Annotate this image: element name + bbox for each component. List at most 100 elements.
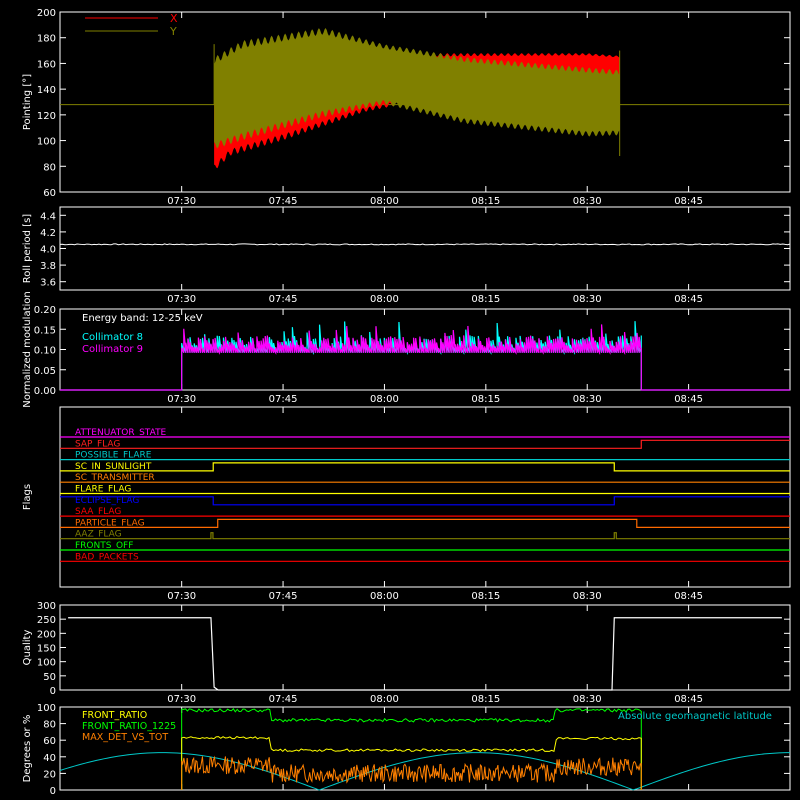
flag-label: SAP_FLAG [75, 439, 120, 449]
panel-ratios-frame [59, 706, 791, 791]
x-tick-label: 08:00 [370, 694, 399, 705]
y-axis-label: Normalized modulation [22, 291, 33, 408]
flag-particle-flag [60, 518, 790, 528]
flag-label: AAZ_FLAG [75, 530, 122, 540]
y-tick-label: 60 [43, 736, 56, 747]
panel-modulation: 07:30 07:45 08:00 08:15 08:30 08:45 Normalized… [22, 291, 791, 408]
y-tick-label: 40 [43, 753, 56, 764]
flag-label: FRONTS_OFF [75, 541, 133, 551]
y-tick-label: 100 [37, 658, 56, 669]
y-tick-label: 3.6 [40, 278, 56, 289]
x-tick-label: 08:45 [674, 394, 703, 405]
x-tick-label: 07:45 [269, 591, 298, 602]
y-tick-label: 60 [43, 188, 56, 199]
y-tick-label: 150 [37, 644, 56, 655]
x-tick-label: 08:30 [573, 394, 602, 405]
flag-label: SAA_FLAG [75, 507, 121, 517]
legend-label: Y [169, 25, 177, 38]
flag-label: ECLIPSE_FLAG [75, 496, 139, 506]
y-tick-label: 3.8 [40, 261, 56, 272]
panel-ratios: Degrees or % 0 20 40 60 80 100 FRONT_RATIOFRONT… [22, 703, 791, 797]
y-axis-label: Quality [22, 630, 33, 666]
y-tick-label: 0.10 [34, 346, 56, 357]
x-tick-label: 07:30 [167, 196, 196, 207]
x-tick-label: 08:45 [674, 591, 703, 602]
legend-label: MAX_DET_VS_TOT [82, 732, 168, 743]
panel-flags: 07:30 07:45 08:00 08:15 08:30 08:45 Flags ATTEN… [22, 406, 791, 602]
series-max-det-vs-tot [181, 755, 642, 790]
y-tick-label: 0.00 [34, 386, 56, 397]
x-tick-label: 07:30 [167, 694, 196, 705]
panel-roll-frame [59, 206, 791, 291]
y-tick-label: 0.05 [34, 366, 56, 377]
x-tick-label: 07:30 [167, 294, 196, 305]
panel-pointing-frame [59, 11, 791, 193]
y-axis-label: Pointing [°] [22, 74, 33, 130]
geomagnetic-latitude-label: Absolute geomagnetic latitude [618, 711, 772, 722]
y-axis-label: Roll period [s] [22, 214, 33, 283]
x-tick-label: 08:45 [674, 694, 703, 705]
flag-label: POSSIBLE_FLARE [75, 451, 152, 461]
y-tick-label: 4.0 [40, 245, 56, 256]
y-tick-label: 300 [37, 601, 56, 612]
x-tick-label: 07:45 [269, 196, 298, 207]
legend-label: X [170, 12, 178, 25]
legend-label: Collimator 9 [82, 344, 143, 355]
y-tick-label: 0 [50, 686, 56, 697]
y-tick-label: 4.4 [40, 211, 56, 222]
y-tick-label: 200 [37, 8, 56, 19]
y-tick-label: 0.20 [34, 305, 56, 316]
series-collimator-9 [60, 324, 790, 391]
x-tick-label: 08:15 [471, 591, 500, 602]
x-tick-label: 08:00 [370, 294, 399, 305]
x-tick-label: 08:00 [370, 196, 399, 207]
x-tick-label: 08:15 [471, 294, 500, 305]
y-tick-label: 250 [37, 615, 56, 626]
energy-band-label: Energy band: 12-25 keV [82, 313, 203, 324]
x-tick-label: 07:45 [269, 694, 298, 705]
y-tick-label: 180 [37, 34, 56, 45]
flag-label: SC_TRANSMITTER [75, 473, 155, 483]
y-tick-label: 100 [37, 137, 56, 148]
x-tick-label: 07:30 [167, 591, 196, 602]
flag-label: PARTICLE_FLAG [75, 518, 145, 528]
x-tick-label: 08:30 [573, 196, 602, 207]
y-tick-label: 80 [43, 162, 56, 173]
y-tick-label: 100 [37, 703, 56, 714]
roll-period-line [59, 243, 791, 246]
y-tick-label: 200 [37, 629, 56, 640]
y-tick-label: 50 [43, 672, 56, 683]
x-tick-label: 08:00 [370, 394, 399, 405]
legend-label: FRONT_RATIO [82, 710, 147, 721]
flag-eclipse-flag [60, 496, 790, 506]
y-tick-label: 0.15 [34, 325, 56, 336]
flag-label: ATTENUATOR_STATE [75, 428, 167, 438]
series-front-ratio-1225 [181, 707, 642, 790]
y-tick-label: 160 [37, 59, 56, 70]
flag-label: BAD_PACKETS [75, 552, 139, 562]
panel-pointing: 07:30 07:45 08:00 08:15 08:30 08:45 Pointing [… [22, 8, 791, 207]
x-tick-label: 08:30 [573, 294, 602, 305]
flag-label: SC_IN_SUNLIGHT [75, 462, 152, 472]
series-collimator-8 [60, 321, 790, 391]
flag-aaz-flag [60, 532, 790, 540]
quality-line [68, 617, 782, 691]
x-tick-label: 07:45 [269, 394, 298, 405]
flag-sc-in-sunlight [60, 462, 790, 472]
y-tick-label: 140 [37, 85, 56, 96]
x-tick-label: 08:15 [471, 694, 500, 705]
legend-label: Collimator 8 [82, 332, 143, 343]
x-tick-label: 08:00 [370, 591, 399, 602]
panel-quality: 07:30 07:45 08:00 08:15 08:30 08:45 Quality 0 50… [22, 601, 791, 705]
y-tick-label: 0 [50, 786, 56, 797]
y-axis-label: Flags [22, 484, 33, 510]
y-axis-label: Degrees or % [22, 715, 33, 783]
x-tick-label: 08:30 [573, 694, 602, 705]
x-tick-label: 07:30 [167, 394, 196, 405]
series-y-band [214, 27, 620, 149]
legend-label: FRONT_RATIO_1225 [82, 721, 176, 732]
flag-label: FLARE_FLAG [75, 485, 131, 495]
y-tick-label: 4.2 [40, 228, 56, 239]
x-tick-label: 08:45 [674, 294, 703, 305]
